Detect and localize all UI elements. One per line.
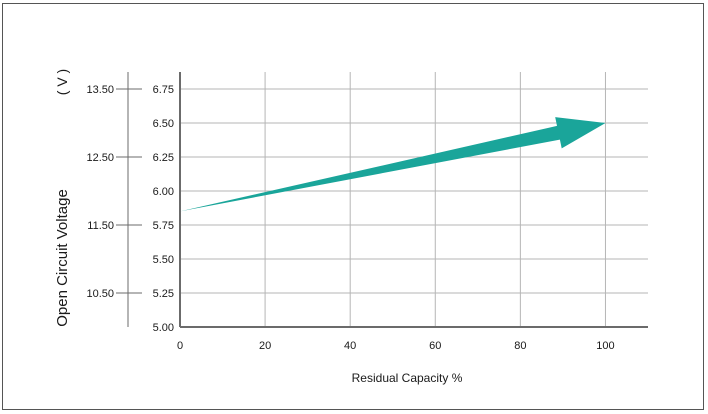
y-tick-label: 6.50 <box>153 118 174 130</box>
y-tick-label: 5.75 <box>153 220 174 232</box>
axes <box>116 72 648 328</box>
y-axis-label: Open Circuit Voltage <box>54 189 71 327</box>
chart-frame <box>2 3 704 410</box>
y-tick-label: 5.00 <box>153 322 174 334</box>
x-tick-label: 20 <box>259 340 271 352</box>
x-tick-label: 0 <box>177 340 183 352</box>
secondary-y-tick-label: 10.50 <box>86 288 114 300</box>
y-tick-label: 6.25 <box>153 152 174 164</box>
y-tick-label: 5.25 <box>153 288 174 300</box>
secondary-y-tick-label: 11.50 <box>87 220 114 232</box>
x-tick-label: 100 <box>596 340 614 352</box>
y-tick-label: 6.00 <box>153 186 174 198</box>
x-axis-label: Residual Capacity % <box>352 371 463 385</box>
grid <box>180 72 648 327</box>
y-tick-label: 5.50 <box>153 254 174 266</box>
tick-labels: 5.00 5.25 5.50 5.75 6.00 6.25 6.50 6.75 0 20 40 60 8… <box>86 84 614 352</box>
series <box>180 117 606 212</box>
voltage-trend-arrow <box>180 117 606 212</box>
secondary-y-tick-label: 13.50 <box>86 84 114 96</box>
secondary-y-tick-label: 12.50 <box>86 152 114 164</box>
x-tick-label: 60 <box>429 340 441 352</box>
x-tick-label: 40 <box>344 340 356 352</box>
y-axis-unit: ( V ) <box>54 69 70 95</box>
y-tick-label: 6.75 <box>153 84 174 96</box>
x-tick-label: 80 <box>514 340 526 352</box>
